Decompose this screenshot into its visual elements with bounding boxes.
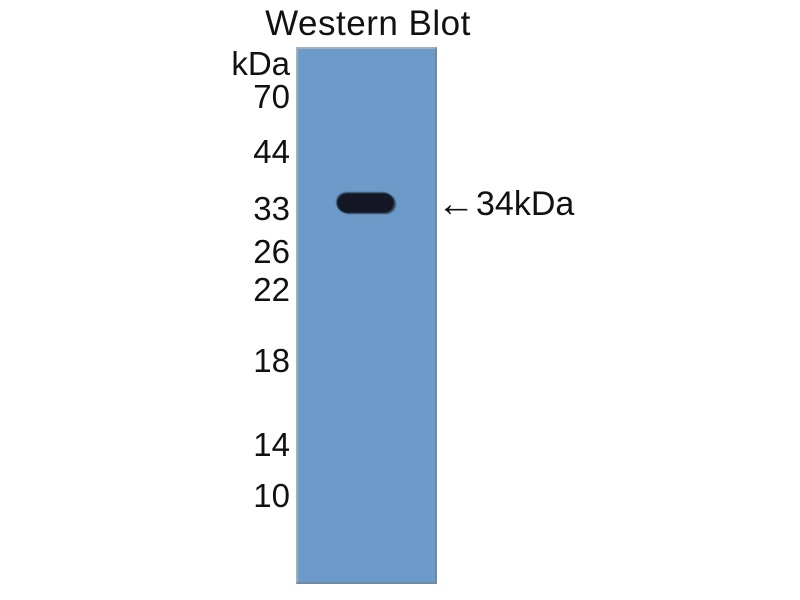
figure-title: Western Blot [265, 4, 471, 43]
ladder-marker-18: 18 [253, 342, 290, 379]
protein-band [337, 193, 394, 213]
ladder-marker-70: 70 [253, 78, 290, 115]
ladder-unit-kda: kDa [231, 45, 290, 82]
ladder-marker-44: 44 [253, 133, 290, 170]
ladder-marker-10: 10 [253, 477, 290, 514]
ladder-marker-14: 14 [253, 426, 290, 463]
band-annotation: ← 34kDa [437, 184, 574, 224]
ladder-marker-33: 33 [253, 190, 290, 227]
gel-lane [296, 47, 437, 584]
left-arrow-icon: ← [437, 183, 475, 225]
ladder-marker-22: 22 [253, 271, 290, 308]
band-annotation-label: 34kDa [476, 185, 575, 223]
ladder-marker-26: 26 [253, 233, 290, 270]
